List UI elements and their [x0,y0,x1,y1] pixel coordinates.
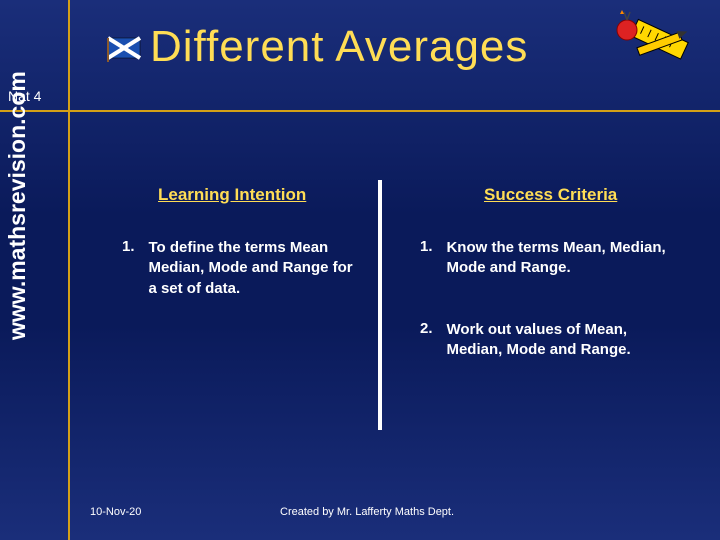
list-number: 2. [420,320,442,337]
horizontal-rule [0,110,720,112]
vertical-rule [68,0,70,540]
list-text: Work out values of Mean, Median, Mode an… [446,320,686,361]
page-title: Different Averages [150,22,528,72]
list-number: 1. [122,238,144,255]
list-text: To define the terms Mean Median, Mode an… [148,238,358,299]
success-criteria-item: 1. Know the terms Mean, Median, Mode and… [420,238,686,279]
heading-learning-intention: Learning Intention [158,185,306,205]
footer-date: 10-Nov-20 [90,506,141,518]
learning-intention-item: 1. To define the terms Mean Median, Mode… [122,238,358,299]
column-divider [378,180,382,430]
heading-success-criteria: Success Criteria [484,185,617,205]
list-number: 1. [420,238,442,255]
success-criteria-item: 2. Work out values of Mean, Median, Mode… [420,320,686,361]
list-text: Know the terms Mean, Median, Mode and Ra… [446,238,686,279]
saltire-flag-icon [104,34,144,64]
footer-credit: Created by Mr. Lafferty Maths Dept. [280,506,454,518]
ruler-pencil-icon [602,10,702,100]
side-url: www.mathsrevision.com [4,71,31,340]
